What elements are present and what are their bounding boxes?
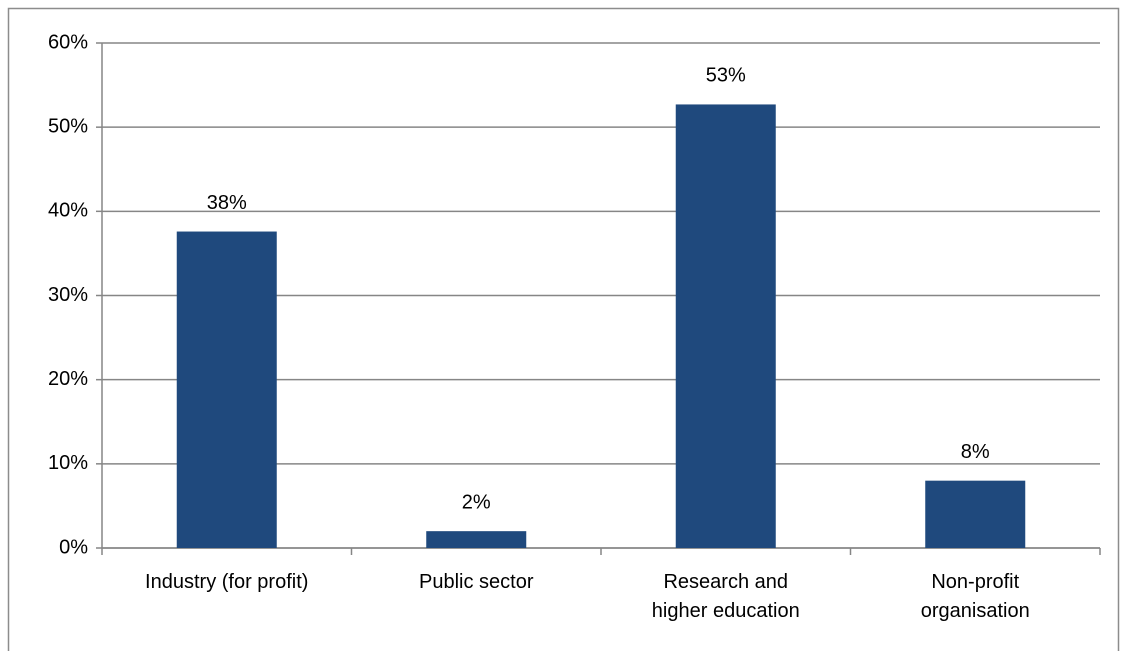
bar xyxy=(675,104,776,549)
bar xyxy=(176,231,277,549)
x-tick-label: Public sector xyxy=(419,571,534,593)
data-label: 2% xyxy=(462,491,491,513)
y-tick-label: 10% xyxy=(48,452,88,474)
chart-border xyxy=(7,7,1120,651)
x-tick-label: Non-profit organisation xyxy=(920,571,1030,622)
y-tick-label: 20% xyxy=(48,368,88,390)
data-label: 53% xyxy=(706,65,746,87)
y-tick-label: 30% xyxy=(48,284,88,306)
bar xyxy=(925,480,1026,548)
y-tick-label: 0% xyxy=(59,536,88,558)
data-label: 38% xyxy=(207,192,247,214)
y-tick-label: 50% xyxy=(48,115,88,137)
x-tick-label: Research and higher education xyxy=(651,571,800,622)
y-tick-label: 40% xyxy=(48,200,88,222)
x-tick-label: Industry (for profit) xyxy=(145,571,309,593)
y-tick-label: 60% xyxy=(48,31,88,53)
bar xyxy=(426,531,527,548)
data-label: 8% xyxy=(961,441,990,463)
